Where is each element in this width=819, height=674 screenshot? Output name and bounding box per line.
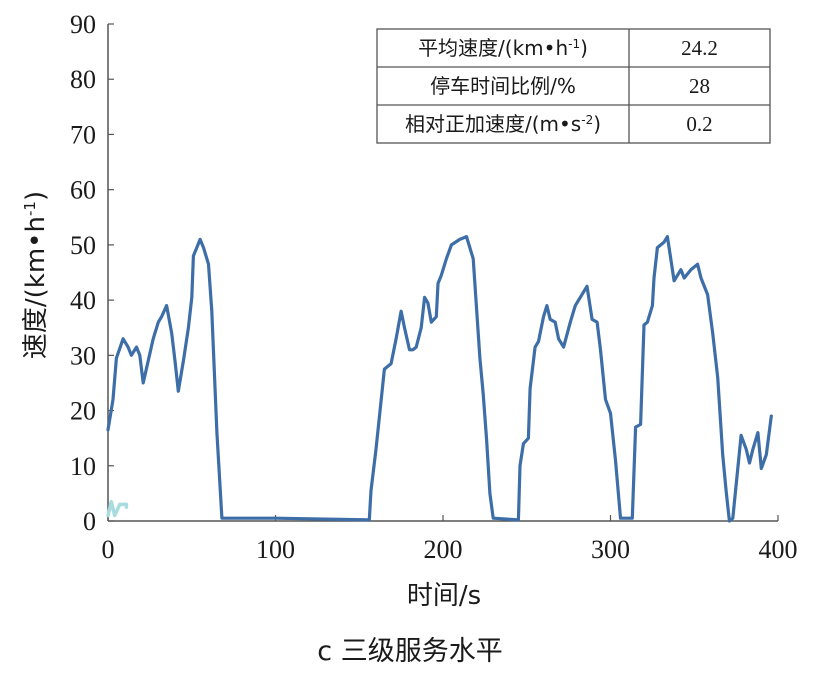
y-axis-title-sup: -1 (21, 201, 39, 216)
table-row-label-close: ) (593, 112, 601, 136)
tick-labels: 0 10 20 30 40 50 60 70 80 90 0 100 200 300 400 (70, 10, 798, 564)
table-row-label: 停车时间比例/% (430, 74, 576, 98)
table-row-label-sup: -2 (581, 113, 593, 127)
y-tick-label: 20 (70, 397, 96, 426)
y-tick-label: 90 (70, 10, 96, 39)
table-row-label: 相对正加速度/(m•s-2) (405, 112, 601, 136)
table-row-label-main: 平均速度/(km•h (418, 36, 568, 60)
y-axis-title-main: 速度/(km•h (21, 216, 51, 359)
stats-table: 平均速度/(km•h-1) 24.2 停车时间比例/% 28 相对正加速度/(m•s-2… (376, 28, 771, 144)
y-tick-label: 80 (70, 65, 96, 94)
table-row-label-main: 停车时间比例/% (430, 74, 576, 98)
table-row-value: 24.2 (681, 36, 718, 60)
y-tick-label: 10 (70, 452, 96, 481)
x-tick-label: 100 (256, 535, 295, 564)
table-row-value: 28 (689, 74, 710, 98)
y-tick-label: 40 (70, 286, 96, 315)
x-tick-label: 200 (424, 535, 463, 564)
y-tick-label: 60 (70, 176, 96, 205)
y-tick-label: 30 (70, 341, 96, 370)
x-tick-label: 300 (591, 535, 630, 564)
table-row-value: 0.2 (686, 112, 712, 136)
y-tick-label: 0 (83, 507, 96, 536)
table-row-label: 平均速度/(km•h-1) (418, 36, 588, 60)
table-row-label-main: 相对正加速度/(m•s (405, 112, 581, 136)
y-tick-label: 70 (70, 120, 96, 149)
x-tick-label: 0 (102, 535, 115, 564)
figure-caption: c 三级服务水平 (317, 636, 502, 667)
y-tick-label: 50 (70, 231, 96, 260)
y-axis-title-close: ) (21, 191, 51, 201)
table-frame (376, 28, 771, 144)
series-group (106, 235, 773, 523)
table-row-label-sup: -1 (568, 37, 580, 51)
secondary-series-line (106, 499, 129, 518)
x-axis-title: 时间/s (407, 581, 481, 611)
table-row-label-close: ) (580, 36, 588, 60)
y-axis-title: 速度/(km•h-1) (21, 191, 51, 359)
x-tick-label: 400 (759, 535, 798, 564)
speed-series-line (106, 235, 773, 523)
